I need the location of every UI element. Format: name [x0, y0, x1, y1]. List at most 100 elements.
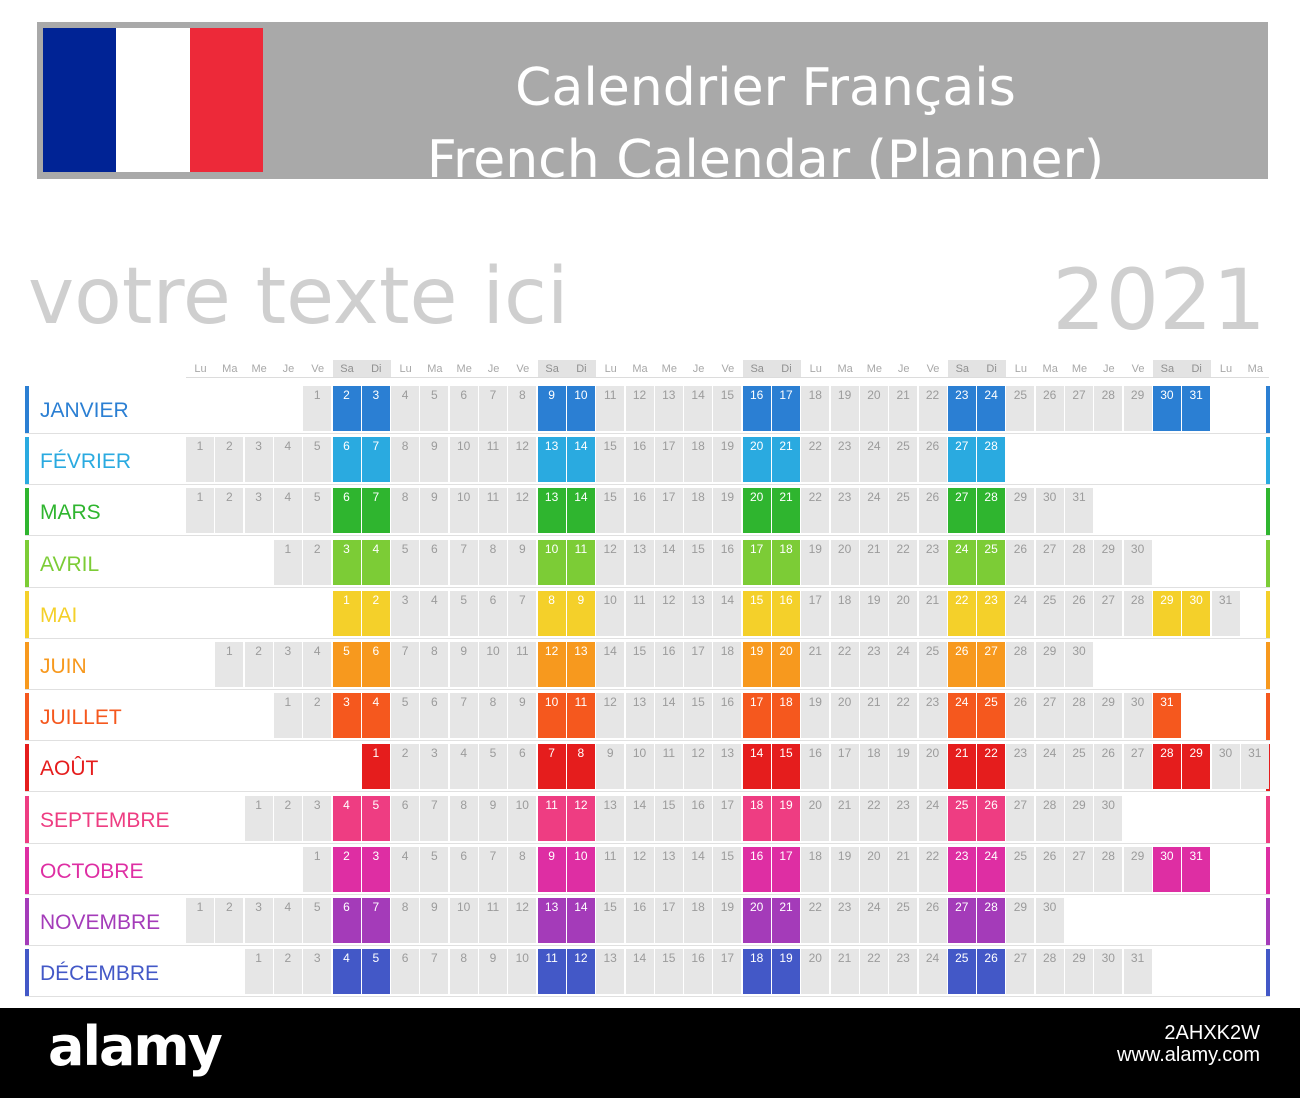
- day-cell: 21: [889, 386, 918, 431]
- month-row: DÉCEMBRE 1 2 3 4 5 6 7 8 9 10 11 12 13 14 15 16 17 18 19 20 2…: [25, 949, 1270, 998]
- day-cell: 1: [273, 539, 302, 585]
- weekend-day-cell: 25: [947, 949, 976, 995]
- day-cell: 4: [391, 846, 420, 892]
- weekend-day-cell: 9: [537, 386, 566, 431]
- row-divider: [25, 637, 1270, 639]
- weekend-day-cell: 6: [361, 642, 390, 687]
- day-cell: 15: [596, 898, 625, 943]
- weekend-day-cell: 4: [361, 693, 390, 739]
- weekend-day-cell: 28: [977, 898, 1006, 943]
- day-cell: 13: [625, 539, 654, 585]
- day-cell: 27: [1123, 744, 1152, 790]
- day-cell: 20: [830, 539, 859, 585]
- day-cell: 15: [713, 386, 742, 431]
- month-end-bar: [1266, 795, 1270, 844]
- day-cell: 28: [1035, 949, 1064, 995]
- day-cell: 1: [273, 693, 302, 739]
- day-cell: 11: [479, 898, 507, 943]
- day-cell: 31: [1123, 949, 1152, 995]
- day-cell: 30: [1211, 744, 1240, 790]
- day-cell: 11: [479, 437, 507, 483]
- title-french: Calendrier Français: [515, 58, 1016, 118]
- day-cell: 26: [1035, 846, 1064, 892]
- weekend-day-cell: 9: [566, 590, 595, 636]
- day-cell: 12: [508, 437, 537, 483]
- weekend-day-cell: 18: [742, 795, 771, 841]
- day-cell: 21: [889, 846, 918, 892]
- day-cell: 6: [449, 846, 478, 892]
- day-cell: 10: [596, 590, 625, 636]
- day-cell: 22: [801, 437, 830, 483]
- month-row: MAI 1 2 3 4 5 6 7 8 9 10 11 12 13 14 15 16 17 18 19 20 21 22 23…: [25, 590, 1270, 639]
- weekend-day-cell: 23: [947, 386, 976, 431]
- day-cell: 7: [479, 386, 507, 431]
- day-cell: 5: [303, 488, 332, 534]
- day-cell: 15: [654, 795, 683, 841]
- day-cell: 21: [830, 949, 859, 995]
- day-cell: 14: [596, 642, 625, 687]
- day-cell: 25: [1006, 846, 1035, 892]
- weekend-day-cell: 2: [332, 386, 361, 431]
- day-cell: 4: [273, 898, 302, 943]
- weekday-header: Ve: [516, 363, 530, 375]
- month-row: JANVIER 1 2 3 4 5 6 7 8 9 10 11 12 13 14 15 16 17 18 19 20 21…: [25, 386, 1270, 434]
- day-cell: 31: [1065, 488, 1093, 534]
- day-cell: 30: [1065, 642, 1093, 687]
- day-cell: 23: [889, 795, 918, 841]
- day-cell: 12: [508, 898, 537, 943]
- weekend-day-cell: 13: [537, 488, 566, 534]
- weekend-day-cell: 26: [977, 949, 1006, 995]
- weekend-day-cell: 27: [947, 898, 976, 943]
- day-cell: 25: [889, 437, 918, 483]
- image-id: 2AHXK2W: [1164, 1022, 1260, 1044]
- day-cell: 19: [801, 693, 830, 739]
- weekend-day-cell: 7: [537, 744, 566, 790]
- day-cell: 26: [1006, 539, 1035, 585]
- weekend-day-cell: 13: [566, 642, 595, 687]
- weekday-header: Ma: [1042, 363, 1058, 375]
- month-row: AOÛT 1 2 3 4 5 6 7 8 9 10 11 12 13 14 15 16 17 18 19 20 21 22 2…: [25, 744, 1270, 793]
- day-cell: 23: [918, 539, 947, 585]
- weekday-header: Di: [566, 360, 596, 378]
- day-cell: 2: [215, 488, 244, 534]
- month-color-bar: [25, 642, 29, 690]
- day-cell: 3: [244, 898, 273, 943]
- day-cell: 15: [684, 693, 713, 739]
- weekend-day-cell: 23: [947, 846, 976, 892]
- weekend-day-cell: 20: [742, 898, 771, 943]
- weekday-header: Sa: [742, 360, 772, 378]
- month-name: DÉCEMBRE: [40, 962, 160, 986]
- month-name: NOVEMBRE: [40, 911, 161, 934]
- weekend-day-cell: 21: [947, 744, 976, 790]
- day-cell: 27: [1065, 846, 1093, 892]
- weekend-day-cell: 11: [566, 539, 595, 585]
- day-cell: 14: [654, 539, 683, 585]
- day-cell: 19: [830, 386, 859, 431]
- day-cell: 23: [889, 949, 918, 995]
- row-divider: [25, 433, 1270, 434]
- alamy-logo: alamy: [48, 1015, 223, 1078]
- day-cell: 1: [303, 846, 332, 892]
- weekend-day-cell: 16: [742, 846, 771, 892]
- day-cell: 16: [625, 488, 654, 534]
- day-cell: 1: [215, 642, 244, 687]
- weekend-day-cell: 3: [361, 386, 390, 431]
- weekday-header: Ve: [721, 363, 735, 375]
- weekend-day-cell: 26: [977, 795, 1006, 841]
- day-cell: 21: [859, 693, 888, 739]
- weekend-day-cell: 30: [1152, 846, 1181, 892]
- month-row: SEPTEMBRE 1 2 3 4 5 6 7 8 9 10 11 12 13 14 15 16 17 18 19 20…: [25, 795, 1270, 844]
- weekday-header: Me: [1071, 363, 1088, 375]
- day-cell: 21: [859, 539, 888, 585]
- day-cell: 11: [596, 386, 625, 431]
- day-cell: 1: [244, 949, 273, 995]
- day-cell: 23: [1006, 744, 1035, 790]
- month-color-bar: [25, 693, 29, 742]
- weekday-header: Lu: [399, 363, 412, 375]
- weekday-header: Je: [692, 363, 705, 375]
- weekend-day-cell: 8: [537, 590, 566, 636]
- weekday-header: Di: [361, 360, 391, 378]
- day-cell: 28: [1006, 642, 1035, 687]
- day-cell: 29: [1094, 539, 1123, 585]
- month-name: MARS: [40, 501, 101, 525]
